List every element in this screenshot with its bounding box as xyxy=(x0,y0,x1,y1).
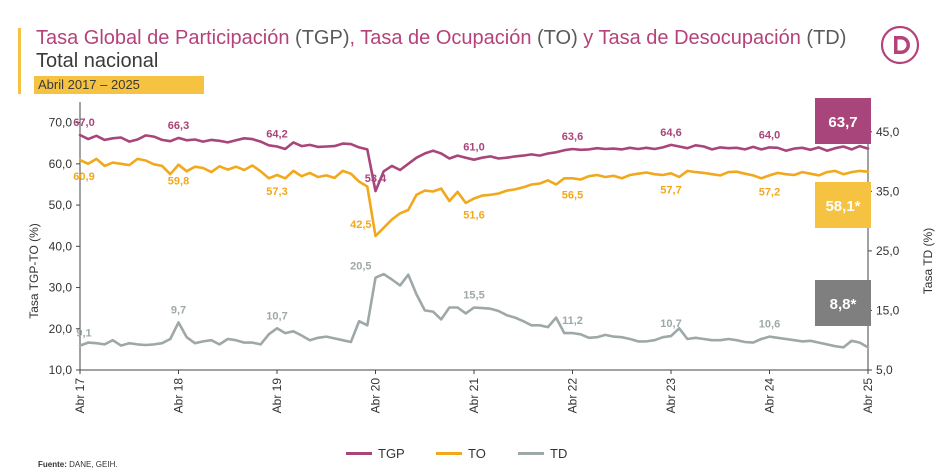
latest-box-label-to: 58,1* xyxy=(825,198,860,215)
x-tick-label: Abr 20 xyxy=(369,378,383,414)
x-tick-label: Abr 22 xyxy=(566,378,580,414)
data-label-to: 57,3 xyxy=(266,186,287,198)
data-label-td: 9,7 xyxy=(171,304,186,316)
legend-swatch-tgp xyxy=(346,452,372,455)
data-label-to: 42,5 xyxy=(350,219,371,231)
left-axis-title: Tasa TGP-TO (%) xyxy=(27,223,41,319)
legend-swatch-to xyxy=(436,452,462,455)
title-tgp: (TGP) xyxy=(295,27,350,49)
source-note: Fuente: DANE, GEIH. xyxy=(38,460,118,469)
series-line-to xyxy=(78,157,870,238)
left-y-tick-label: 60,0 xyxy=(49,157,73,171)
data-label-td: 9,1 xyxy=(76,328,91,340)
data-label-tgp: 64,2 xyxy=(266,129,287,141)
latest-box-label-td: 8,8* xyxy=(830,296,857,313)
data-label-td: 10,7 xyxy=(660,318,681,330)
data-label-tgp: 63,6 xyxy=(562,131,583,143)
legend-label-tgp: TGP xyxy=(378,446,405,461)
data-label-td: 10,7 xyxy=(266,310,287,322)
data-label-to: 60,9 xyxy=(73,171,94,183)
latest-box-to xyxy=(815,182,871,228)
legend-item-tgp: TGP xyxy=(346,446,405,461)
source-label: Fuente: xyxy=(38,460,67,469)
title-part-3: y Tasa de Desocupación xyxy=(577,27,807,49)
data-label-to: 57,2 xyxy=(759,186,780,198)
data-label-to: 59,8 xyxy=(168,176,189,188)
title-td: (TD) xyxy=(806,27,847,49)
data-label-td: 10,6 xyxy=(759,319,780,331)
right-y-tick-label: 5,0 xyxy=(876,363,893,377)
legend-item-td: TD xyxy=(518,446,567,461)
right-y-tick-label: 35,0 xyxy=(876,184,900,198)
right-y-tick-label: 15,0 xyxy=(876,303,900,317)
data-label-tgp: 64,6 xyxy=(660,127,681,139)
data-label-tgp: 64,0 xyxy=(759,129,780,141)
left-y-tick-label: 50,0 xyxy=(49,198,73,212)
legend-swatch-td xyxy=(518,452,544,455)
legend-label-td: TD xyxy=(550,446,568,461)
data-label-td: 11,2 xyxy=(562,315,583,327)
title-part-2: , Tasa de Ocupación xyxy=(349,27,538,49)
data-label-to: 56,5 xyxy=(562,189,583,201)
left-y-tick-label: 40,0 xyxy=(49,239,73,253)
chart-title: Tasa Global de Participación (TGP), Tasa… xyxy=(36,27,846,50)
chart-subtitle: Total nacional xyxy=(36,50,159,72)
latest-box-tgp xyxy=(815,98,871,144)
legend-label-to: TO xyxy=(468,446,486,461)
right-axis-title: Tasa TD (%) xyxy=(921,228,935,294)
data-label-tgp: 53,4 xyxy=(365,173,387,185)
series-line-td xyxy=(78,272,870,349)
x-tick-label: Abr 18 xyxy=(172,378,186,414)
left-y-tick-label: 20,0 xyxy=(49,322,73,336)
latest-box-label-tgp: 63,7 xyxy=(828,114,857,131)
x-tick-label: Abr 21 xyxy=(467,378,481,414)
data-label-to: 57,7 xyxy=(660,184,681,196)
data-label-tgp: 61,0 xyxy=(463,142,484,154)
data-label-td: 20,5 xyxy=(350,261,371,273)
legend-item-to: TO xyxy=(436,446,486,461)
latest-box-td xyxy=(815,280,871,326)
x-tick-label: Abr 19 xyxy=(270,378,284,414)
left-y-tick-label: 10,0 xyxy=(49,363,73,377)
title-accent-bar xyxy=(18,28,21,94)
data-label-to: 51,6 xyxy=(463,209,484,221)
date-range-badge: Abril 2017 – 2025 xyxy=(34,76,204,94)
right-y-tick-label: 25,0 xyxy=(876,244,900,258)
title-part-1: Tasa Global de Participación xyxy=(36,27,296,49)
source-text: DANE, GEIH. xyxy=(66,460,118,469)
right-y-tick-label: 45,0 xyxy=(876,125,900,139)
dane-logo-icon xyxy=(880,25,920,65)
data-label-tgp: 66,3 xyxy=(168,120,189,132)
data-label-td: 15,5 xyxy=(463,289,484,301)
data-label-tgp: 67,0 xyxy=(73,117,94,129)
x-tick-label: Abr 25 xyxy=(861,378,875,414)
title-to: (TO) xyxy=(537,27,578,49)
left-y-tick-label: 70,0 xyxy=(49,116,73,130)
x-tick-label: Abr 23 xyxy=(664,378,678,414)
series-line-tgp xyxy=(78,133,870,193)
left-y-tick-label: 30,0 xyxy=(49,281,73,295)
x-tick-label: Abr 17 xyxy=(73,378,87,414)
x-tick-label: Abr 24 xyxy=(763,378,777,414)
